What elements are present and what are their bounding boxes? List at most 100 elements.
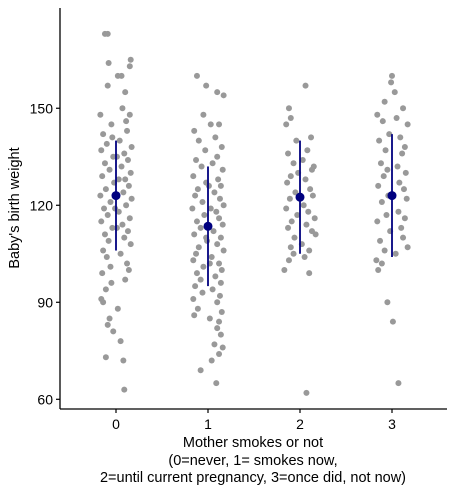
data-point [116,137,123,144]
data-point [384,166,391,173]
data-point [292,189,299,196]
data-point [121,386,128,393]
data-point [306,247,313,254]
data-point [200,263,207,270]
data-point [376,137,383,144]
data-point [285,105,292,112]
data-point [211,189,218,196]
data-point [102,354,109,361]
y-axis-ticks: 60 90 120 150 [30,100,60,407]
data-point [125,266,132,273]
data-point [393,114,400,121]
data-point [213,208,220,215]
data-point [392,250,399,257]
data-point [128,195,135,202]
data-point [402,169,409,176]
data-point [117,338,124,345]
data-point [211,341,218,348]
data-point [293,137,300,144]
data-point [378,260,385,267]
data-point [403,195,410,202]
data-point [219,344,226,351]
data-point [108,121,115,128]
data-point [374,218,381,225]
data-point [374,111,381,118]
x-axis-title-line-3: 2=until current pregnancy, 3=once did, n… [100,470,406,486]
data-point [124,260,131,267]
data-point [285,224,292,231]
mean-point [295,192,305,202]
data-point [389,318,396,325]
data-point [108,279,115,286]
data-point [396,179,403,186]
data-point [383,211,390,218]
data-point [205,182,212,189]
data-point [97,111,104,118]
data-point [203,82,210,89]
data-point [199,199,206,206]
data-point [197,276,204,283]
y-axis-title: Baby's birth weight [7,147,23,268]
data-point [124,156,131,163]
data-point [198,163,205,170]
data-point [214,153,221,160]
data-point [193,250,200,257]
x-tick-label: 0 [112,416,120,432]
data-point [311,215,318,222]
data-point [106,166,113,173]
data-point [384,299,391,306]
data-point [381,247,388,254]
data-point [201,211,208,218]
data-point [190,173,197,180]
data-point [115,176,122,183]
data-point [106,315,113,322]
data-point [194,305,201,312]
data-point [283,205,290,212]
data-point [105,59,112,66]
data-point [217,331,224,338]
data-point [375,266,382,273]
data-point [216,318,223,325]
data-point [375,182,382,189]
x-axis-title-line-1: Mother smokes or not [183,435,323,451]
data-point [124,228,131,235]
data-point [299,156,306,163]
data-point [100,131,107,138]
data-point [195,244,202,251]
data-point [125,182,132,189]
data-point [114,305,121,312]
data-point [388,79,395,86]
data-point [126,111,133,118]
data-point [214,325,221,332]
data-point [283,121,290,128]
data-point [105,237,112,244]
data-point [380,173,387,180]
data-point [194,186,201,193]
data-point [218,266,225,273]
data-point [101,231,108,238]
data-point [285,150,292,157]
data-point [290,160,297,167]
data-point [104,30,111,37]
data-point [213,380,220,387]
data-point [103,254,110,261]
data-point [394,163,401,170]
data-point [206,315,213,322]
data-point [399,150,406,157]
data-point [294,211,301,218]
data-point [401,215,408,222]
y-tick-label: 120 [30,197,54,213]
data-point [391,89,398,96]
data-point [382,147,389,154]
data-point [197,367,204,374]
data-point [126,63,133,70]
data-point [100,247,107,254]
data-point [118,163,125,170]
data-point [119,221,126,228]
data-point [220,92,227,99]
data-point [113,153,120,160]
data-point [99,270,106,277]
data-point [98,218,105,225]
data-point [287,173,294,180]
data-point [123,118,130,125]
